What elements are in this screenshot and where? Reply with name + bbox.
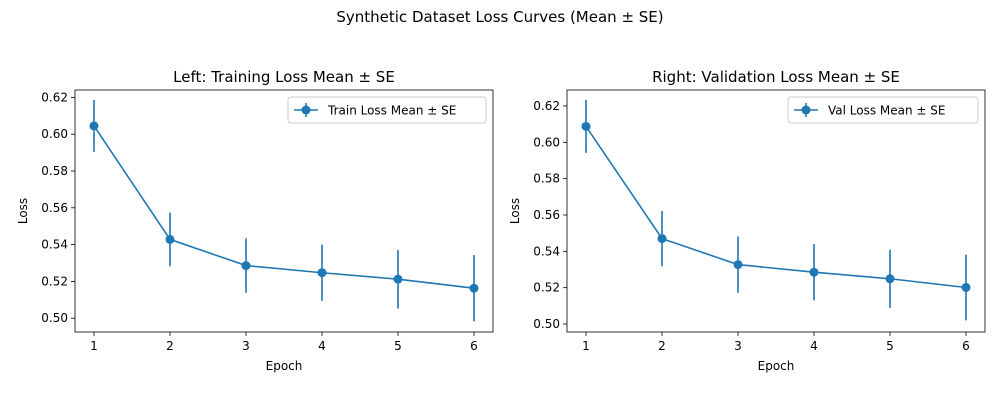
validation-data-point (885, 274, 895, 284)
training-panel-title: Left: Training Loss Mean ± SE (173, 68, 395, 86)
training-y-tick-label: 0.58 (41, 164, 68, 178)
validation-legend-marker (801, 105, 811, 115)
validation-x-axis-label: Epoch (758, 359, 795, 373)
training-legend-marker (301, 105, 311, 115)
training-legend-label: Train Loss Mean ± SE (327, 104, 456, 118)
validation-x-tick-label: 3 (734, 339, 742, 353)
figure-title: Synthetic Dataset Loss Curves (Mean ± SE… (336, 8, 663, 26)
validation-y-tick-label: 0.56 (533, 208, 560, 222)
validation-plot-area: 1 2 3 4 5 6 0.50 0.52 0.54 0.56 0.58 0.60 0.62 Val Lo… (533, 89, 986, 353)
validation-data-point (733, 260, 743, 270)
training-data-point (393, 274, 403, 284)
validation-x-tick-label: 2 (658, 339, 666, 353)
training-x-tick-label: 3 (242, 339, 250, 353)
training-x-tick-label: 5 (394, 339, 402, 353)
training-data-point (89, 121, 99, 131)
validation-y-tick-label: 0.60 (533, 135, 560, 149)
training-y-axis-label: Loss (16, 198, 30, 224)
validation-y-tick-label: 0.58 (533, 172, 560, 186)
training-series-line (93, 125, 475, 289)
validation-panel-title: Right: Validation Loss Mean ± SE (652, 68, 900, 86)
training-legend-box (287, 96, 487, 124)
validation-x-tick-label: 1 (582, 339, 590, 353)
training-loss-panel: Left: Training Loss Mean ± SE Epoch Loss… (16, 68, 494, 373)
training-data-point (469, 283, 479, 293)
training-y-tick-label: 0.62 (41, 90, 68, 104)
validation-y-tick-label: 0.50 (533, 317, 560, 331)
validation-data-point (809, 267, 819, 277)
validation-y-tick-label: 0.52 (533, 281, 560, 295)
training-x-tick-label: 2 (166, 339, 174, 353)
training-x-tick-label: 6 (470, 339, 478, 353)
validation-legend-box (787, 96, 979, 124)
training-y-tick-label: 0.60 (41, 127, 68, 141)
validation-y-tick-label: 0.54 (533, 244, 560, 258)
validation-y-tick-label: 0.62 (533, 99, 560, 113)
training-y-tick-label: 0.54 (41, 238, 68, 252)
training-y-tick-label: 0.50 (41, 311, 68, 325)
training-y-tick-label: 0.52 (41, 274, 68, 288)
training-plot-area: 1 2 3 4 5 6 0.50 0.52 0.54 0.56 0.58 0.60 0.62 Train … (41, 89, 494, 353)
validation-x-tick-label: 4 (810, 339, 818, 353)
training-data-point (317, 268, 327, 278)
validation-loss-panel: Right: Validation Loss Mean ± SE Epoch L… (508, 68, 986, 373)
training-x-tick-label: 4 (318, 339, 326, 353)
validation-y-axis-label: Loss (508, 198, 522, 224)
training-x-tick-label: 1 (90, 339, 98, 353)
validation-data-point (961, 282, 971, 292)
training-data-point (165, 234, 175, 244)
validation-x-tick-label: 6 (962, 339, 970, 353)
training-data-point (241, 261, 251, 271)
validation-legend-label: Val Loss Mean ± SE (828, 104, 946, 118)
validation-data-point (581, 121, 591, 131)
training-axes-frame (74, 89, 494, 333)
validation-series-line (585, 125, 967, 289)
validation-x-tick-label: 5 (886, 339, 894, 353)
validation-data-point (657, 234, 667, 244)
training-y-tick-label: 0.56 (41, 201, 68, 215)
training-x-axis-label: Epoch (266, 359, 303, 373)
validation-axes-frame (566, 89, 986, 333)
